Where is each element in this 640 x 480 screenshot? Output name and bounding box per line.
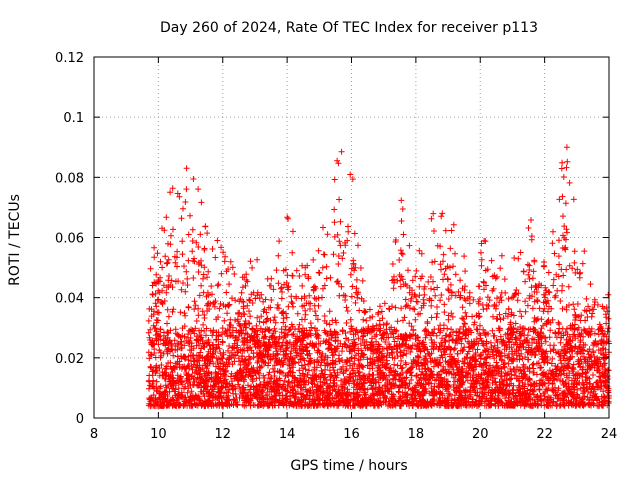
x-axis-label: GPS time / hours (290, 458, 407, 474)
data-points (145, 144, 612, 409)
y-tick-label: 0.06 (55, 232, 84, 247)
y-tick-label: 0.04 (55, 292, 84, 307)
y-tick-label: 0.12 (55, 51, 84, 66)
chart-title: Day 260 of 2024, Rate Of TEC Index for r… (160, 20, 538, 36)
x-tick-label: 8 (90, 427, 98, 442)
y-tick-label: 0 (76, 412, 84, 427)
y-tick-label: 0.02 (55, 352, 84, 367)
x-tick-label: 14 (279, 427, 296, 442)
x-tick-label: 10 (150, 427, 167, 442)
x-tick-label: 20 (472, 427, 489, 442)
y-axis-label: ROTI / TECUs (7, 194, 23, 286)
grid-lines (94, 57, 609, 418)
x-tick-label: 22 (536, 427, 553, 442)
x-tick-label: 18 (408, 427, 425, 442)
x-tick-label: 24 (601, 427, 618, 442)
x-tick-label: 16 (343, 427, 360, 442)
roti-point-markers (145, 144, 612, 409)
axis-ticks: 8 10 12 14 16 18 20 22 24 0 0.02 0.04 0.06 0.08 0.1 0.1… (55, 51, 617, 442)
y-tick-label: 0.08 (55, 171, 84, 186)
x-tick-label: 12 (214, 427, 231, 442)
y-tick-label: 0.1 (63, 111, 84, 126)
